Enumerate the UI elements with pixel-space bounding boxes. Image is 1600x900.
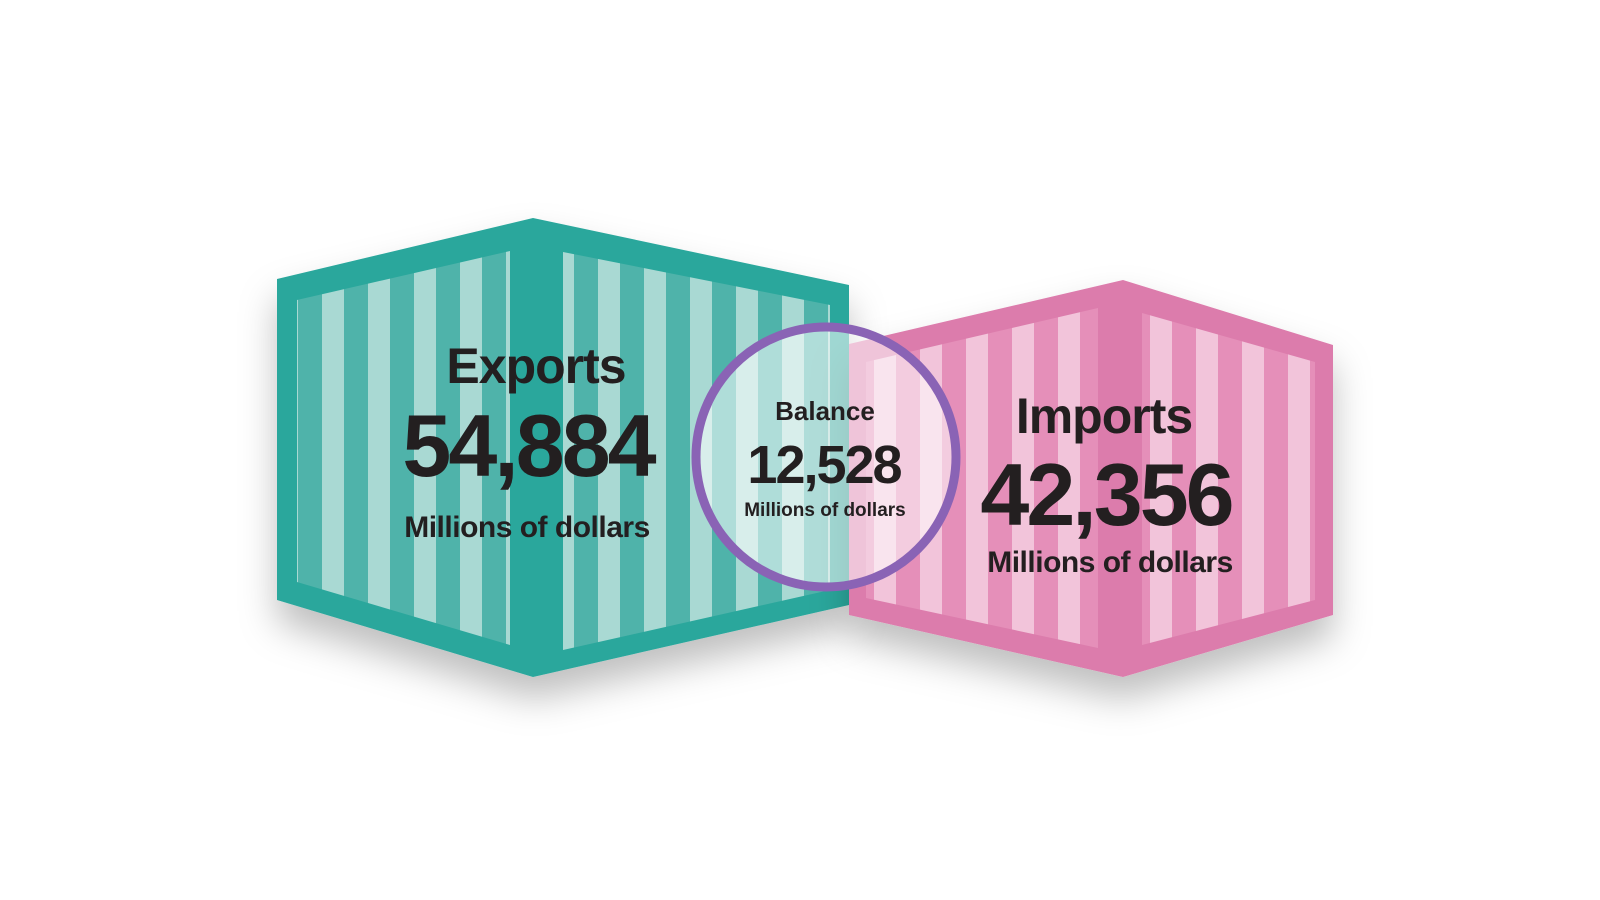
- imports-value: 42,356: [980, 445, 1231, 544]
- exports-unit: Millions of dollars: [404, 511, 650, 544]
- imports-container: [849, 280, 1333, 677]
- balance-label: Balance: [775, 396, 875, 426]
- imports-unit: Millions of dollars: [987, 546, 1233, 579]
- container-stripes: [1142, 313, 1315, 645]
- balance-value: 12,528: [747, 435, 901, 495]
- exports-value: 54,884: [402, 396, 656, 495]
- balance-unit: Millions of dollars: [744, 500, 906, 521]
- balance-circle: [691, 322, 961, 592]
- container-stripes: [297, 251, 510, 645]
- exports-label: Exports: [446, 338, 625, 394]
- imports-label: Imports: [1016, 388, 1192, 444]
